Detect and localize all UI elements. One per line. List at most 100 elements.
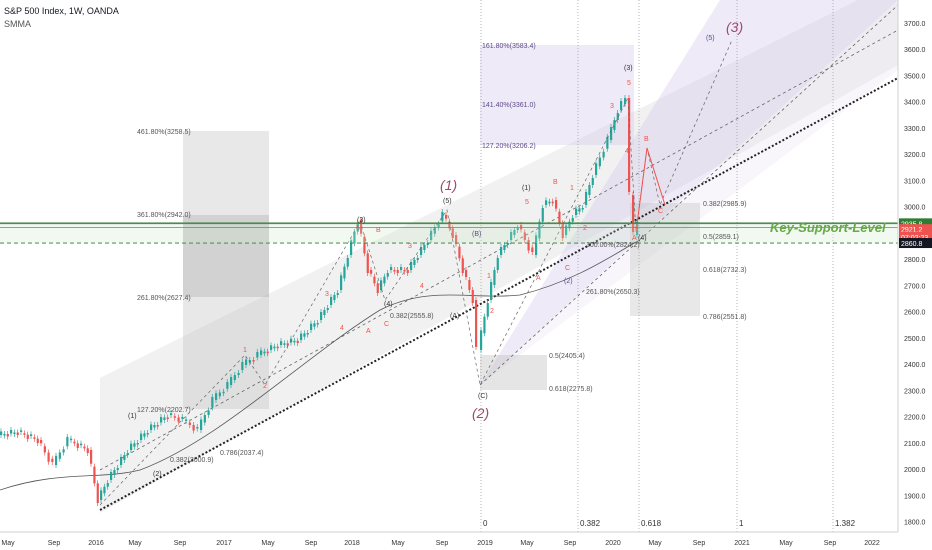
candle	[90, 450, 93, 464]
wave-label-minor: (B)	[472, 231, 481, 238]
fib-label: 261.80%(2650.3)	[586, 289, 640, 296]
price-tick-label: 2200.0	[904, 415, 926, 422]
fib-label: 100.00%(2824.2)	[586, 242, 640, 249]
candle	[493, 270, 496, 285]
candle	[636, 222, 639, 235]
candle	[370, 270, 373, 274]
candle	[120, 457, 123, 465]
candle	[16, 432, 19, 435]
candle	[55, 455, 58, 465]
price-badge	[899, 224, 932, 235]
candle	[373, 276, 376, 284]
candle	[83, 446, 86, 449]
wave-label-minor: A	[536, 275, 541, 282]
fib-label: 361.80%(2942.0)	[137, 212, 191, 219]
fib-label: 0.618(2275.8)	[549, 386, 593, 393]
fib-label: 0.786(2551.8)	[703, 314, 747, 321]
time-tick-label: May	[391, 540, 405, 547]
candle	[396, 270, 399, 273]
candle	[410, 262, 413, 270]
candle	[535, 235, 538, 255]
candle	[468, 280, 471, 290]
wave-label-minor: 1	[243, 347, 247, 354]
fib-label: 0.786(2037.4)	[220, 450, 264, 457]
candle	[445, 215, 448, 219]
time-tick-label: Sep	[693, 540, 706, 547]
candle	[185, 419, 188, 421]
candle	[451, 228, 454, 238]
candle	[551, 201, 554, 204]
candle	[581, 208, 584, 210]
candle	[153, 425, 156, 428]
candle	[545, 200, 548, 205]
fib-label: 0.382(2985.9)	[703, 201, 747, 208]
candle	[226, 382, 229, 389]
candle	[203, 415, 206, 423]
price-tick-label: 2300.0	[904, 388, 926, 395]
candle	[558, 211, 561, 224]
candle	[426, 243, 429, 245]
candle	[76, 443, 79, 448]
fib-box-wave2	[480, 355, 547, 390]
candle	[393, 270, 396, 272]
time-tick-label: Sep	[824, 540, 837, 547]
wave-label-minor: (3)	[357, 217, 366, 224]
price-tick-label: 2700.0	[904, 283, 926, 290]
wave-label-minor: (C)	[478, 393, 488, 400]
candle	[471, 290, 474, 303]
fib-label: 161.80%(3583.4)	[482, 43, 536, 50]
fib-label: 261.80%(2627.4)	[137, 295, 191, 302]
candle	[437, 224, 440, 228]
candle	[400, 267, 403, 270]
fib-label: 0.382(2000.9)	[170, 457, 214, 464]
candle	[490, 282, 493, 300]
candle	[143, 433, 146, 437]
wave3-fan	[480, 0, 898, 385]
candle	[340, 275, 343, 290]
wave-label-major: (2)	[472, 405, 489, 421]
candle	[383, 276, 386, 284]
candle	[33, 437, 36, 439]
candle	[188, 422, 191, 425]
candle	[624, 98, 627, 104]
price-tick-label: 3600.0	[904, 47, 926, 54]
wave-label-minor: (3)	[624, 65, 633, 72]
candle	[360, 220, 363, 234]
smma-line	[0, 239, 641, 491]
candle	[465, 270, 468, 277]
candle	[516, 228, 519, 230]
candle	[480, 330, 483, 350]
price-tick-label: 1900.0	[904, 493, 926, 500]
price-tick-label: 2800.0	[904, 257, 926, 264]
fib-label: 141.40%(3361.0)	[482, 102, 536, 109]
candle	[126, 453, 129, 455]
candle	[196, 427, 199, 429]
wave-label-minor: 4	[625, 148, 629, 155]
wave-label-minor: C	[565, 265, 570, 272]
wave-label-minor: B	[644, 136, 649, 143]
candle	[26, 434, 29, 439]
candle	[130, 443, 133, 450]
price-tick-label: 3400.0	[904, 100, 926, 107]
candle	[366, 253, 369, 273]
candle	[346, 258, 349, 267]
candle	[568, 221, 571, 229]
candle	[523, 232, 526, 240]
candle	[133, 443, 136, 447]
candle	[103, 486, 106, 494]
candle	[170, 413, 173, 415]
candle	[36, 438, 39, 443]
candle	[207, 410, 210, 415]
wave-label-minor: (5)	[706, 35, 715, 42]
candle	[256, 352, 259, 358]
candle	[110, 472, 113, 480]
candle	[58, 452, 61, 459]
wave-label-minor: 5	[356, 225, 360, 232]
wave-label-minor: 2	[583, 225, 587, 232]
candle	[561, 223, 564, 238]
wave-label-minor: 4	[340, 325, 344, 332]
candle	[192, 425, 195, 431]
wave-label-minor: 5	[627, 80, 631, 87]
candle	[541, 208, 544, 222]
